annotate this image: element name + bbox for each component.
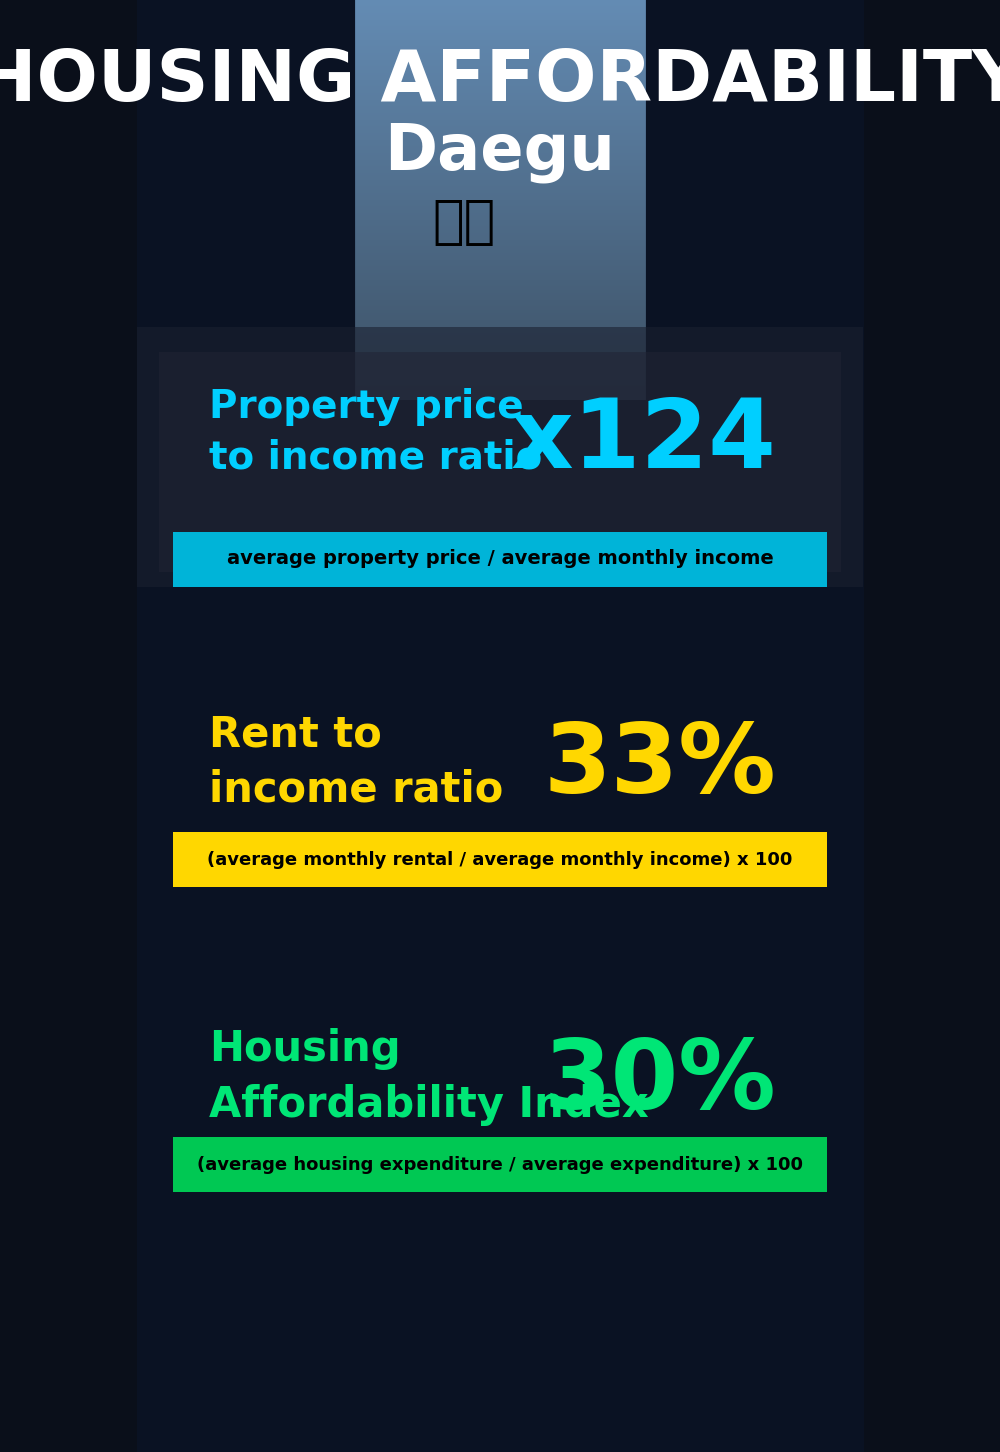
FancyBboxPatch shape <box>173 832 827 887</box>
FancyBboxPatch shape <box>159 351 841 572</box>
Text: Property price
to income ratio: Property price to income ratio <box>209 388 543 476</box>
Text: Housing
Affordability Index: Housing Affordability Index <box>209 1028 649 1125</box>
Text: (average monthly rental / average monthly income) x 100: (average monthly rental / average monthl… <box>207 851 793 868</box>
Text: HOUSING AFFORDABILITY: HOUSING AFFORDABILITY <box>0 48 1000 116</box>
Text: 🇰🇷: 🇰🇷 <box>432 196 495 248</box>
Text: 33%: 33% <box>543 720 776 813</box>
Text: Daegu: Daegu <box>385 121 615 183</box>
FancyBboxPatch shape <box>137 327 863 587</box>
Text: (average housing expenditure / average expenditure) x 100: (average housing expenditure / average e… <box>197 1156 803 1175</box>
FancyBboxPatch shape <box>173 1137 827 1192</box>
Text: 30%: 30% <box>543 1035 776 1128</box>
Text: average property price / average monthly income: average property price / average monthly… <box>227 549 773 569</box>
FancyBboxPatch shape <box>173 531 827 587</box>
Text: x124: x124 <box>510 395 776 488</box>
Text: Rent to
income ratio: Rent to income ratio <box>209 713 504 810</box>
